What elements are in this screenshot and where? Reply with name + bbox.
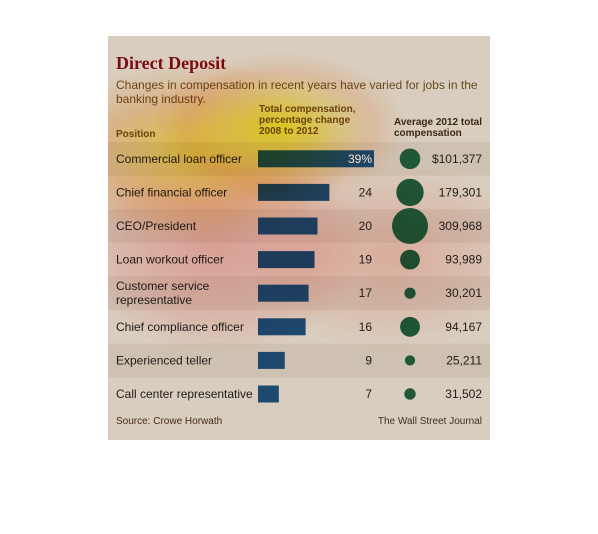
avg-compensation-circle (400, 249, 420, 270)
pct-change-label: 17 (359, 286, 373, 300)
pct-change-label: 19 (359, 253, 373, 267)
position-label: Experienced teller (116, 353, 212, 367)
pct-change-bar (258, 183, 330, 201)
pct-change-bar (258, 318, 306, 336)
pct-change-label: 20 (359, 219, 373, 233)
position-label: representative (116, 293, 192, 307)
position-label: Customer service (116, 279, 210, 293)
avg-compensation-label: $101,377 (432, 152, 482, 166)
pct-change-label: 16 (359, 320, 373, 334)
source-note: Source: Crowe Horwath (116, 416, 223, 427)
avg-compensation-circle (404, 388, 416, 400)
avg-compensation-circle (404, 355, 416, 366)
avg-compensation-label: 179,301 (439, 185, 483, 199)
avg-compensation-circle (396, 178, 424, 207)
position-label: Call center representative (116, 387, 253, 401)
avg-compensation-label: 309,968 (439, 219, 483, 233)
position-label: Chief compliance officer (116, 320, 244, 334)
avg-compensation-label: 93,989 (445, 253, 482, 267)
avg-compensation-label: 30,201 (445, 286, 482, 300)
avg-compensation-label: 31,502 (445, 387, 482, 401)
pct-change-label: 9 (365, 353, 372, 367)
infographic: Direct Deposit Changes in compensation i… (108, 36, 490, 440)
position-label: Chief financial officer (116, 185, 227, 199)
position-label: CEO/President (116, 219, 197, 233)
pct-change-bar (258, 284, 309, 302)
pct-change-label: 7 (365, 387, 372, 401)
avg-compensation-circle (392, 208, 428, 244)
publisher-credit: The Wall Street Journal (377, 416, 482, 427)
avg-compensation-circle (404, 287, 416, 299)
pct-change-bar (258, 251, 315, 269)
compensation-chart: Commercial loan officer 39% $101,377 Chief … (108, 142, 490, 403)
avg-compensation-label: 94,167 (445, 320, 482, 334)
pct-change-bar (258, 351, 285, 369)
pct-change-bar (258, 217, 318, 235)
position-label: Loan workout officer (116, 253, 224, 267)
avg-compensation-circle (400, 316, 420, 337)
pct-change-label: 24 (359, 185, 373, 199)
pct-change-label: 39% (348, 152, 372, 166)
avg-compensation-circle (399, 148, 421, 170)
pct-change-bar (258, 385, 279, 403)
avg-compensation-label: 25,211 (446, 353, 482, 367)
position-label: Commercial loan officer (116, 152, 242, 166)
